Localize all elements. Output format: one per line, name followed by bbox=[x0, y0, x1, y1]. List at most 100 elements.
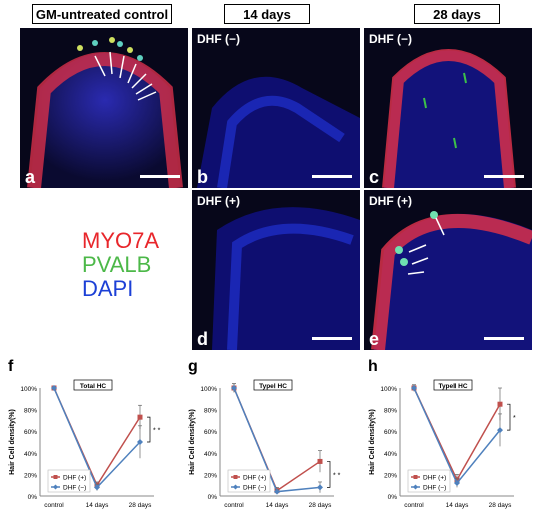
legend-label: DHF (−) bbox=[63, 485, 86, 492]
x-tick-label: 28 days bbox=[309, 502, 333, 509]
significance-bracket bbox=[327, 461, 331, 488]
y-tick-label: 60% bbox=[204, 429, 217, 436]
data-point bbox=[137, 414, 143, 420]
legend-marker bbox=[413, 484, 418, 490]
series-line-dhf-minus bbox=[413, 387, 501, 485]
line-chart-total-hc: 0% 20% 40% 60% 80% 100% Hair Cell density(%) co… bbox=[4, 374, 184, 512]
scale-bar bbox=[312, 175, 352, 178]
y-tick-label: 100% bbox=[200, 386, 217, 393]
panel-letter-e: e bbox=[369, 329, 380, 349]
data-point bbox=[94, 484, 100, 491]
chart-title: TypeⅡ HC bbox=[438, 382, 467, 390]
micrograph-e-image bbox=[371, 211, 532, 350]
micrograph-panel-b: DHF (−) b bbox=[192, 28, 360, 188]
chart-letter-h: h bbox=[368, 358, 378, 375]
panel-letter-d: d bbox=[197, 329, 208, 349]
y-tick-label: 0% bbox=[388, 494, 398, 501]
y-tick-label: 100% bbox=[380, 386, 397, 393]
x-tick-label: 14 days bbox=[266, 502, 290, 509]
y-tick-label: 80% bbox=[204, 408, 217, 415]
y-tick-label: 0% bbox=[28, 494, 38, 501]
y-tick-label: 20% bbox=[204, 472, 217, 479]
legend-marker bbox=[233, 484, 238, 490]
scale-bar bbox=[484, 175, 524, 178]
micrograph-panel-a: a bbox=[20, 28, 188, 188]
micrograph-a-image bbox=[27, 37, 183, 188]
y-tick-label: 20% bbox=[24, 472, 37, 479]
micrograph-panel-e: DHF (+) e bbox=[364, 190, 532, 350]
chart-title-box bbox=[73, 379, 113, 391]
x-tick-label: 14 days bbox=[446, 502, 470, 509]
line-chart-type2-hc: 0% 20% 40% 60% 80% 100% Hair Cell density(%) co… bbox=[364, 374, 544, 512]
header-14-days: 14 days bbox=[224, 4, 310, 24]
significance-marker: * bbox=[513, 415, 516, 422]
y-tick-label: 60% bbox=[384, 429, 397, 436]
panel-letter-c: c bbox=[369, 167, 380, 187]
micrograph-panel-c: DHF (−) c bbox=[364, 28, 532, 188]
y-tick-label: 80% bbox=[384, 408, 397, 415]
chart-title: TypeⅠ HC bbox=[259, 382, 287, 390]
header-control: GM-untreated control bbox=[32, 4, 172, 24]
scale-bar bbox=[140, 175, 180, 178]
x-tick-label: control bbox=[404, 502, 424, 509]
panel-letter-b: b bbox=[197, 167, 208, 187]
x-tick-label: control bbox=[224, 502, 244, 509]
scale-bar bbox=[312, 337, 352, 340]
y-axis-label: Hair Cell density(%) bbox=[9, 409, 16, 475]
data-point bbox=[497, 427, 503, 434]
legend-marker bbox=[53, 475, 58, 479]
series-line-dhf-plus bbox=[413, 387, 501, 482]
panel-letter-a: a bbox=[25, 167, 36, 187]
chart-letter-g: g bbox=[188, 358, 198, 375]
x-tick-label: 14 days bbox=[86, 502, 110, 509]
x-tick-label: 28 days bbox=[489, 502, 513, 509]
data-point bbox=[137, 439, 143, 445]
stain-legend-myo7a: MYO7A bbox=[82, 228, 160, 253]
y-axis-label: Hair Cell density(%) bbox=[369, 409, 376, 475]
data-point bbox=[454, 480, 460, 487]
y-tick-label: 40% bbox=[204, 451, 217, 458]
legend-label: DHF (−) bbox=[243, 485, 266, 492]
data-point bbox=[231, 385, 237, 391]
legend-label: DHF (+) bbox=[243, 475, 266, 482]
chart-title: Total HC bbox=[80, 383, 107, 390]
y-tick-label: 0% bbox=[208, 494, 218, 501]
panel-label-e: DHF (+) bbox=[369, 194, 412, 208]
legend-label: DHF (−) bbox=[423, 485, 446, 492]
data-point bbox=[497, 401, 503, 407]
legend-label: DHF (+) bbox=[63, 475, 86, 482]
significance-marker: * * bbox=[153, 428, 161, 435]
data-point bbox=[274, 488, 280, 495]
y-tick-label: 60% bbox=[24, 429, 37, 436]
header-28-days: 28 days bbox=[414, 4, 500, 24]
significance-bracket bbox=[147, 416, 151, 443]
stain-legend-dapi: DAPI bbox=[82, 276, 134, 301]
line-chart-type1-hc: 0% 20% 40% 60% 80% 100% Hair Cell density(%) co… bbox=[184, 374, 364, 512]
stain-legend-pvalb: PVALB bbox=[82, 252, 152, 277]
scale-bar bbox=[484, 337, 524, 340]
y-tick-label: 100% bbox=[20, 386, 37, 393]
data-point bbox=[317, 458, 323, 464]
legend-label: DHF (+) bbox=[423, 475, 446, 482]
micrograph-b-image bbox=[197, 76, 360, 188]
micrograph-c-image bbox=[382, 49, 516, 188]
chart-title-box bbox=[253, 379, 293, 391]
significance-bracket bbox=[507, 403, 511, 431]
y-axis-label: Hair Cell density(%) bbox=[189, 409, 196, 475]
legend-marker bbox=[233, 475, 238, 479]
x-tick-label: 28 days bbox=[129, 502, 153, 509]
y-tick-label: 40% bbox=[24, 451, 37, 458]
panel-label-c: DHF (−) bbox=[369, 32, 412, 46]
significance-marker: * * bbox=[333, 472, 341, 479]
data-point bbox=[411, 385, 417, 391]
data-point bbox=[51, 385, 57, 391]
legend-marker bbox=[53, 484, 58, 490]
micrograph-panel-d: DHF (+) d bbox=[192, 190, 360, 350]
y-tick-label: 40% bbox=[384, 451, 397, 458]
y-tick-label: 20% bbox=[384, 472, 397, 479]
panel-label-b: DHF (−) bbox=[197, 32, 240, 46]
x-tick-label: control bbox=[44, 502, 64, 509]
chart-letter-f: f bbox=[8, 358, 14, 375]
y-tick-label: 80% bbox=[24, 408, 37, 415]
data-point bbox=[317, 484, 323, 491]
